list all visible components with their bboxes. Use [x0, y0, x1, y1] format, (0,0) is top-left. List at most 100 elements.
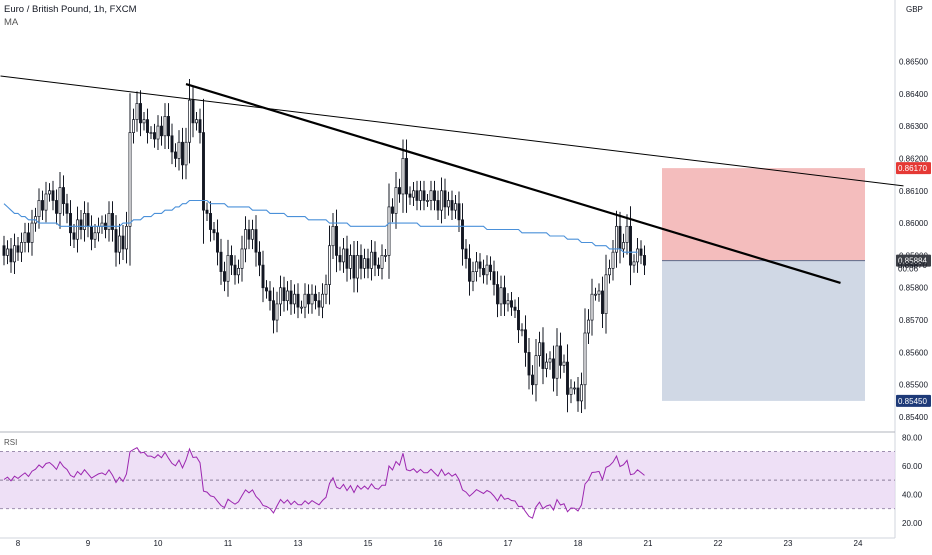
- candle-body: [272, 300, 275, 321]
- price-badge-text: 0.86170: [898, 164, 927, 173]
- candle-body: [251, 229, 254, 240]
- symbol-title: Euro / British Pound, 1h, FXCM: [4, 4, 137, 15]
- candle-body: [608, 267, 611, 276]
- candle-body: [527, 352, 531, 376]
- candle-body: [636, 248, 639, 263]
- time-tick-label: 11: [224, 539, 233, 548]
- candle-body: [2, 245, 6, 256]
- candle-body: [335, 225, 338, 256]
- price-tick-label: 0.85600: [899, 348, 928, 357]
- candle-body: [170, 135, 174, 153]
- candle-body: [604, 274, 608, 314]
- time-tick-label: 13: [294, 539, 303, 548]
- candle-body: [447, 200, 450, 208]
- candle-body: [583, 332, 587, 386]
- candle-body: [275, 303, 279, 321]
- candle-body: [531, 374, 534, 386]
- trendline-short-resistance: [185, 83, 841, 284]
- candle-body: [331, 225, 335, 247]
- price-badge-text: 0.85870: [898, 261, 927, 270]
- candle-body: [359, 255, 363, 269]
- candle-body: [212, 229, 216, 234]
- candle-body: [356, 255, 359, 279]
- candle-body: [461, 219, 464, 250]
- price-badge: [896, 394, 931, 407]
- candle-body: [513, 306, 517, 311]
- candle-body: [443, 190, 447, 208]
- candle-body: [93, 232, 97, 240]
- candle-body: [300, 306, 303, 309]
- candle-body: [506, 300, 510, 305]
- candle-body: [394, 187, 398, 214]
- candle-body: [594, 293, 597, 296]
- candle-body: [261, 264, 265, 289]
- candle-body: [433, 190, 436, 201]
- candle-body: [510, 300, 513, 308]
- candle-body: [132, 119, 135, 133]
- candle-body: [202, 132, 205, 211]
- candle-body: [422, 190, 426, 201]
- candle-body: [370, 251, 373, 269]
- candle-body: [384, 255, 387, 257]
- candle-body: [401, 158, 405, 195]
- candle-body: [419, 190, 422, 201]
- candle-body: [128, 132, 132, 227]
- candle-body: [611, 251, 615, 269]
- candle-body: [282, 287, 286, 302]
- candle-body: [321, 293, 324, 308]
- candle-body: [216, 232, 219, 253]
- candle-body: [286, 290, 289, 302]
- candle-body: [499, 287, 503, 305]
- candle-body: [142, 119, 146, 124]
- candle-body: [639, 248, 643, 256]
- candle-body: [307, 293, 310, 305]
- time-tick-label: 16: [434, 539, 443, 548]
- candle-body: [254, 229, 258, 253]
- candle-body: [426, 200, 429, 202]
- time-tick-label: 9: [86, 539, 91, 548]
- rsi-tick-label: 80.00: [902, 433, 923, 442]
- rsi-tick-label: 20.00: [902, 519, 923, 528]
- candle-body: [237, 267, 240, 276]
- candle-body: [412, 190, 415, 198]
- candle-body: [468, 258, 471, 282]
- candle-body: [310, 293, 314, 305]
- candle-body: [576, 387, 580, 402]
- candle-body: [345, 248, 349, 269]
- price-tick-label: 0.85400: [899, 413, 928, 422]
- take-profit-zone: [662, 260, 865, 401]
- candle-body: [69, 213, 72, 234]
- candle-body: [545, 361, 548, 369]
- price-badge-text: 0.85450: [898, 397, 927, 406]
- candle-body: [233, 264, 237, 276]
- candle-body: [188, 99, 191, 143]
- candle-body: [524, 329, 527, 353]
- candle-body: [44, 193, 48, 211]
- time-tick-label: 8: [16, 539, 21, 548]
- candle-body: [317, 300, 321, 308]
- candle-body: [440, 190, 443, 211]
- candle-body: [569, 387, 573, 395]
- candle-body: [482, 267, 485, 276]
- moving-average-line: [3, 199, 638, 253]
- candle-body: [240, 248, 244, 269]
- currency-label: GBP: [906, 5, 923, 14]
- time-tick-label: 24: [854, 539, 863, 548]
- candle-body: [160, 125, 163, 137]
- candle-body: [471, 271, 475, 282]
- candle-body: [408, 193, 412, 198]
- candle-body: [72, 232, 76, 240]
- candle-body: [391, 206, 394, 214]
- candle-body: [489, 264, 492, 272]
- candle-body: [55, 200, 58, 214]
- candle-body: [415, 190, 419, 201]
- candle-body: [485, 264, 489, 276]
- candle-body: [181, 141, 184, 166]
- candle-body: [153, 132, 156, 140]
- candle-body: [6, 248, 9, 256]
- candle-body: [79, 219, 83, 230]
- candle-body: [62, 187, 65, 205]
- candle-body: [27, 232, 30, 243]
- candle-body: [125, 225, 128, 250]
